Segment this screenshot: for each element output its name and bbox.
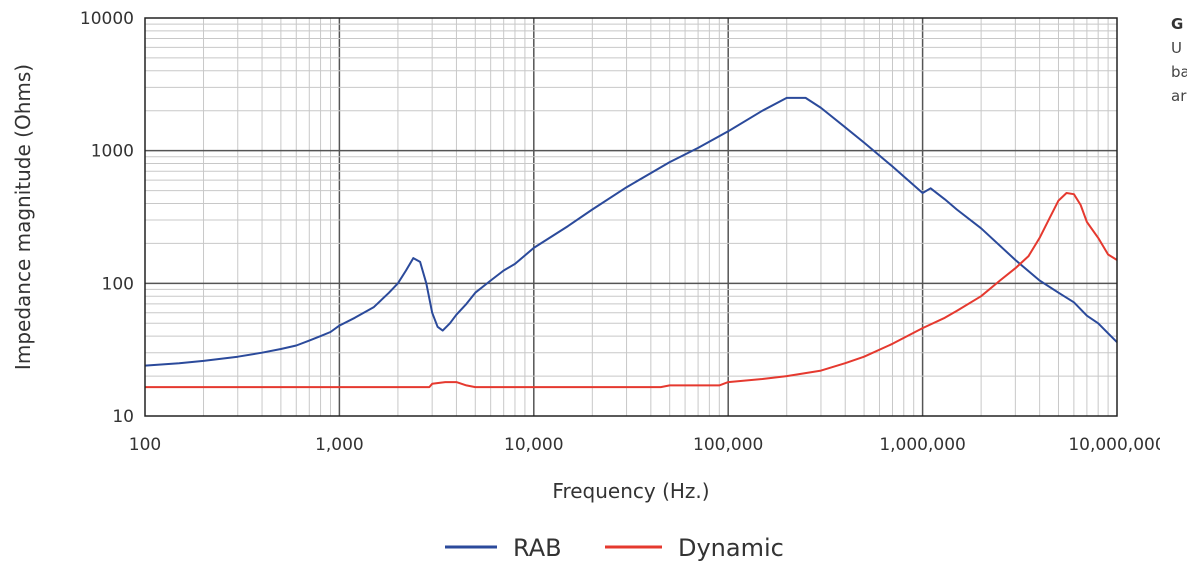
y-tick-label: 10: [112, 407, 134, 427]
impedance-chart: 100 1,000 10,000 100,000 1,000,000 10,000,000…: [11, 9, 1160, 562]
y-tick-label: 10000: [80, 9, 134, 29]
x-axis-title: Frequency (Hz.): [552, 479, 709, 503]
legend-label-rab: RAB: [513, 534, 562, 562]
y-tick-label: 100: [102, 274, 134, 294]
grid: [145, 18, 1117, 416]
legend-label-dynamic: Dynamic: [678, 534, 784, 562]
side-note-line-2: U: [1171, 39, 1182, 57]
y-tick-label: 1000: [91, 142, 134, 162]
side-note-line-3: ba: [1171, 63, 1187, 81]
series-lines: [144, 96, 1118, 389]
side-note-line-4: ar: [1171, 87, 1187, 105]
plot-border: [144, 17, 1118, 417]
series-line-dynamic: [145, 192, 1118, 389]
side-note: G U ba ar: [1171, 12, 1187, 108]
tick-labels: 100 1,000 10,000 100,000 1,000,000 10,000,000…: [80, 9, 1160, 455]
x-tick-label: 100: [129, 435, 161, 455]
y-axis-title: Impedance magnitude (Ohms): [11, 64, 35, 370]
x-tick-label: 10,000: [504, 435, 563, 455]
x-tick-label: 100,000: [693, 435, 763, 455]
series-line-rab: [144, 96, 1118, 367]
side-note-line-1: G: [1171, 15, 1184, 33]
x-tick-label: 1,000: [315, 435, 364, 455]
x-tick-label: 10,000,000: [1068, 435, 1160, 455]
x-tick-label: 1,000,000: [879, 435, 966, 455]
legend: RAB Dynamic: [445, 534, 784, 562]
